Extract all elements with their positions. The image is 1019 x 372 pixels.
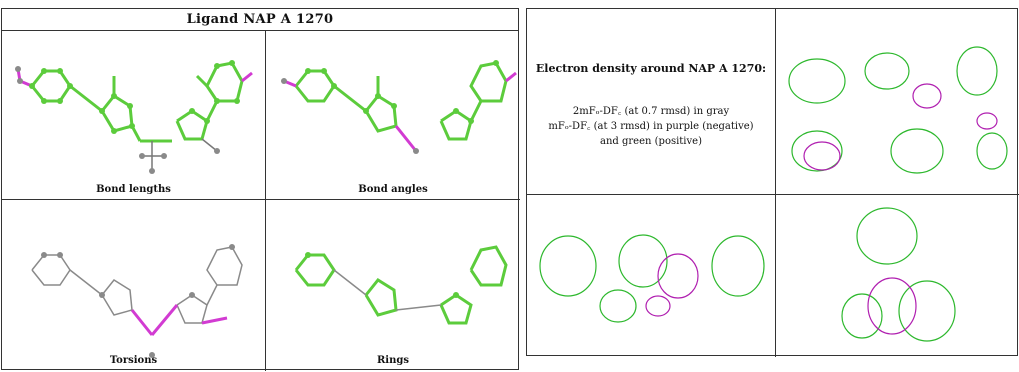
- cell-label: Bond lengths: [96, 184, 171, 195]
- horizontal-divider: [2, 199, 520, 200]
- electron-density-panel: Electron density around NAP A 1270: 2mFₒ…: [526, 8, 1019, 357]
- legend-line-gray: 2mFₒ-DF꜀ (at 0.7 rmsd) in gray: [572, 106, 730, 117]
- density-heading: Electron density around NAP A 1270:: [535, 62, 767, 75]
- panel-title: Ligand NAP A 1270: [2, 9, 518, 31]
- molecule-diagram-rings: [294, 245, 508, 325]
- vertical-divider: [265, 31, 266, 371]
- legend-line-purple: mFₒ-DF꜀ (at 3 rmsd) in purple (negative): [548, 121, 754, 132]
- density-view-bottom-left: [539, 234, 765, 323]
- density-legend-text: 2mFₒ-DF꜀ (at 0.7 rmsd) in gray mFₒ-DF꜀ (…: [531, 104, 771, 149]
- torsions-view: Torsions: [2, 200, 265, 371]
- bond-angles-view: Bond angles: [266, 31, 520, 199]
- rings-view: Rings: [266, 200, 520, 371]
- legend-line-green: and green (positive): [600, 136, 702, 147]
- vertical-divider: [775, 9, 776, 357]
- ligand-validation-panel: Ligand NAP A 1270: [1, 8, 520, 371]
- bond-lengths-view: Bond lengths: [2, 31, 265, 199]
- cell-label: Torsions: [109, 355, 158, 366]
- density-view-bottom-right: [841, 207, 956, 342]
- density-view-top-right: [788, 46, 1008, 174]
- molecule-diagram-bond-angles: [281, 60, 517, 154]
- molecule-diagram-torsions: [31, 244, 243, 358]
- cell-label: Bond angles: [358, 184, 428, 195]
- molecule-diagram-bond-lengths: [15, 60, 253, 174]
- horizontal-divider: [527, 194, 1019, 195]
- cell-label: Rings: [376, 355, 409, 366]
